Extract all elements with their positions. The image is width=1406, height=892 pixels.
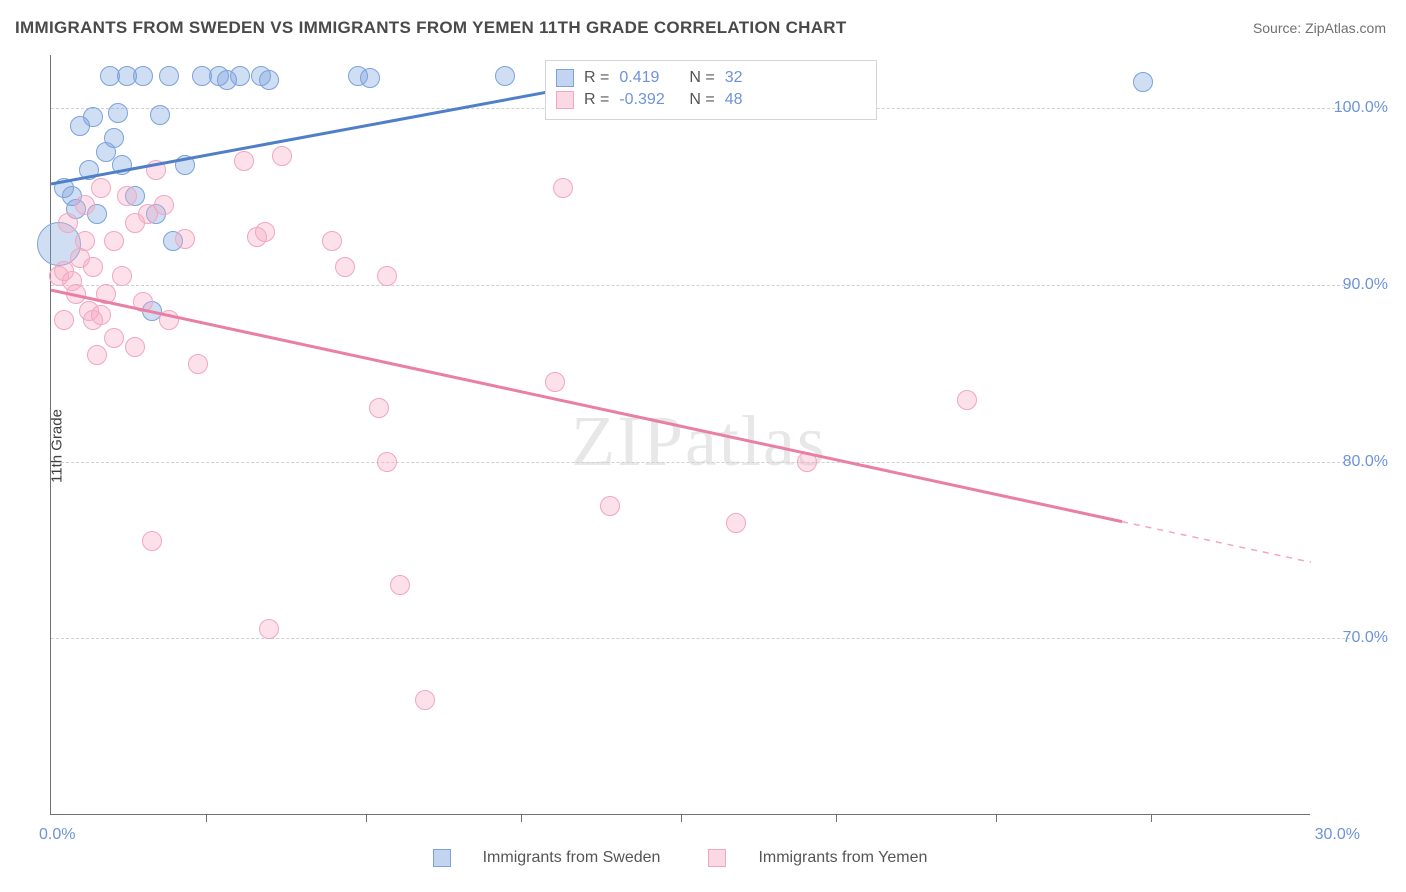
scatter-plot: ZIPatlas 70.0%80.0%90.0%100.0%0.0%30.0% [50, 55, 1310, 815]
data-point [1133, 72, 1153, 92]
data-point [83, 107, 103, 127]
data-point [957, 390, 977, 410]
data-point [58, 213, 78, 233]
legend-row: R = -0.392 N = 48 [556, 89, 866, 111]
legend-row: R = 0.419 N = 32 [556, 67, 866, 89]
data-point [87, 345, 107, 365]
watermark: ZIPatlas [571, 400, 827, 483]
data-point [390, 575, 410, 595]
gridline [51, 462, 1350, 463]
data-point [188, 354, 208, 374]
data-point [259, 70, 279, 90]
legend-swatch-icon [556, 91, 574, 109]
x-tick [681, 814, 682, 822]
legend-correlation-box: R = 0.419 N = 32 R = -0.392 N = 48 [545, 60, 877, 120]
x-min-label: 0.0% [39, 826, 75, 844]
data-point [230, 66, 250, 86]
data-point [272, 146, 292, 166]
gridline [51, 285, 1350, 286]
legend-r-label: R = [584, 91, 609, 109]
data-point [75, 195, 95, 215]
data-point [142, 531, 162, 551]
legend-n-label: N = [689, 69, 714, 87]
data-point [726, 513, 746, 533]
legend-label: Immigrants from Yemen [758, 849, 927, 867]
data-point [495, 66, 515, 86]
data-point [91, 305, 111, 325]
x-tick [206, 814, 207, 822]
y-tick-label: 90.0% [1343, 276, 1388, 294]
x-tick [1151, 814, 1152, 822]
data-point [75, 231, 95, 251]
data-point [322, 231, 342, 251]
data-point [377, 266, 397, 286]
data-point [175, 155, 195, 175]
x-tick [836, 814, 837, 822]
data-point [108, 103, 128, 123]
x-tick [996, 814, 997, 822]
data-point [259, 619, 279, 639]
data-point [415, 690, 435, 710]
data-point [66, 284, 86, 304]
data-point [377, 452, 397, 472]
data-point [175, 229, 195, 249]
y-tick-label: 100.0% [1334, 99, 1388, 117]
data-point [100, 66, 120, 86]
legend-item: Immigrants from Sweden [421, 849, 673, 867]
data-point [159, 310, 179, 330]
data-point [112, 266, 132, 286]
data-point [255, 222, 275, 242]
legend-swatch-icon [433, 849, 451, 867]
x-tick [366, 814, 367, 822]
gridline [51, 638, 1350, 639]
data-point [117, 186, 137, 206]
chart-title: IMMIGRANTS FROM SWEDEN VS IMMIGRANTS FRO… [15, 18, 847, 38]
data-point [146, 160, 166, 180]
data-point [360, 68, 380, 88]
data-point [545, 372, 565, 392]
data-point [83, 257, 103, 277]
data-point [96, 284, 116, 304]
data-point [234, 151, 254, 171]
data-point [369, 398, 389, 418]
legend-n-label: N = [689, 91, 714, 109]
legend-n-value: 48 [725, 91, 743, 109]
data-point [133, 292, 153, 312]
data-point [600, 496, 620, 516]
data-point [553, 178, 573, 198]
data-point [133, 66, 153, 86]
data-point [335, 257, 355, 277]
legend-n-value: 32 [725, 69, 743, 87]
data-point [159, 66, 179, 86]
data-point [91, 178, 111, 198]
source-link[interactable]: ZipAtlas.com [1305, 20, 1386, 36]
source-label: Source: [1253, 20, 1305, 36]
x-max-label: 30.0% [1315, 826, 1360, 844]
legend-swatch-icon [708, 849, 726, 867]
data-point [112, 155, 132, 175]
data-point [54, 310, 74, 330]
data-point [104, 231, 124, 251]
data-point [154, 195, 174, 215]
y-tick-label: 80.0% [1343, 453, 1388, 471]
x-tick [521, 814, 522, 822]
data-point [150, 105, 170, 125]
data-point [797, 452, 817, 472]
data-point [79, 160, 99, 180]
source: Source: ZipAtlas.com [1253, 20, 1386, 36]
legend-r-label: R = [584, 69, 609, 87]
legend-r-value: 0.419 [619, 69, 679, 87]
legend-series: Immigrants from Sweden Immigrants from Ye… [50, 849, 1310, 872]
data-point [125, 337, 145, 357]
legend-swatch-icon [556, 69, 574, 87]
y-tick-label: 70.0% [1343, 629, 1388, 647]
legend-label: Immigrants from Sweden [483, 849, 661, 867]
legend-item: Immigrants from Yemen [696, 849, 939, 867]
legend-r-value: -0.392 [619, 91, 679, 109]
data-point [104, 328, 124, 348]
